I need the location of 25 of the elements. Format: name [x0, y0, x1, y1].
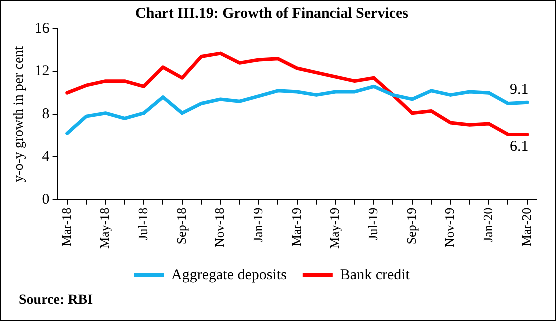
x-tick-label: Jan-20 — [480, 208, 496, 243]
y-tick-label: 8 — [42, 106, 50, 122]
x-tick-label: Mar-19 — [288, 208, 304, 247]
annotation: 6.1 — [510, 139, 529, 156]
chart-title: Chart III.19: Growth of Financial Services — [135, 6, 409, 22]
x-tick-label: Jul-18 — [135, 208, 150, 240]
x-tick-label: Mar-18 — [58, 208, 74, 247]
y-axis-title: y-o-y growth in per cent — [12, 46, 28, 182]
x-tick-label: Sep-18 — [174, 208, 189, 245]
x-tick-label: Jan-19 — [250, 208, 266, 243]
x-tick-label: Mar-20 — [518, 208, 534, 247]
y-tick-label: 16 — [34, 20, 50, 37]
x-tick-label: May-19 — [327, 208, 342, 250]
y-tick-label: 0 — [42, 192, 50, 208]
legend-label: Aggregate deposits — [172, 267, 288, 284]
source-note: Source: RBI — [19, 293, 94, 309]
y-tick-label: 12 — [34, 64, 50, 80]
x-tick-label: Jul-19 — [365, 208, 380, 240]
annotation: 9.1 — [510, 82, 529, 98]
x-tick-label: May-18 — [97, 208, 112, 250]
x-tick-label: Sep-19 — [404, 208, 419, 245]
x-tick-label: Nov-18 — [212, 208, 228, 248]
legend-label: Bank credit — [340, 267, 411, 284]
y-tick-label: 4 — [42, 149, 50, 166]
x-tick-label: Nov-19 — [442, 208, 458, 248]
